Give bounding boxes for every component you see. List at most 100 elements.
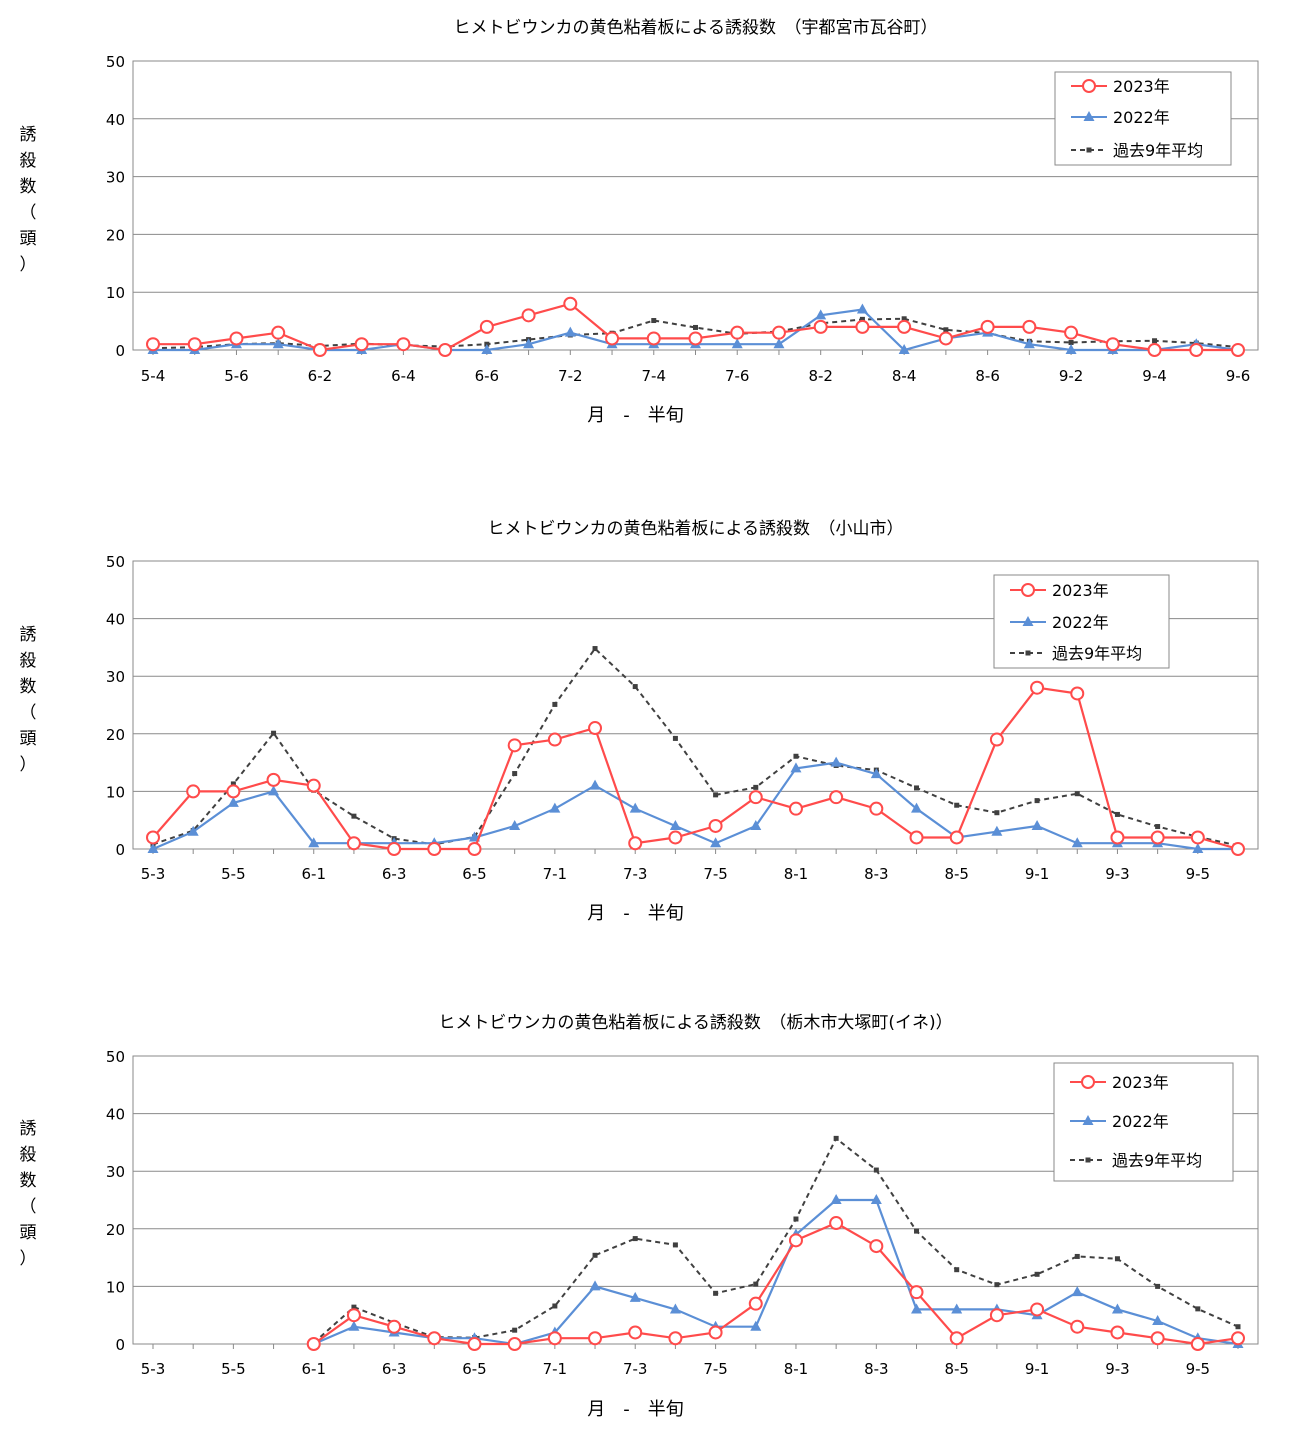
data-point (1074, 1253, 1080, 1259)
x-tick-label: 6-5 (462, 865, 487, 883)
data-point (1034, 798, 1040, 804)
data-point (589, 1280, 601, 1291)
data-point (509, 819, 521, 830)
data-point (1071, 1286, 1083, 1297)
data-point (438, 343, 453, 357)
y-tick-label: 20 (106, 726, 125, 744)
y-tick-label: 0 (115, 1336, 125, 1354)
chart-title: ヒメトビウンカの黄色粘着板による誘殺数 （小山市） (488, 519, 904, 539)
legend-label: 過去9年平均 (1113, 141, 1203, 160)
data-point (427, 842, 442, 856)
data-point (1068, 339, 1074, 345)
data-point (346, 1308, 361, 1323)
data-point (628, 1325, 643, 1340)
data-point (771, 325, 786, 340)
data-point (1030, 680, 1045, 695)
y-tick-label: 20 (106, 226, 125, 244)
data-point (870, 768, 882, 779)
data-point (1070, 686, 1085, 701)
legend-marker (1082, 79, 1096, 93)
data-point (1235, 1324, 1241, 1330)
data-point (901, 316, 907, 322)
legend-label: 2023年 (1112, 1073, 1169, 1092)
data-point (272, 338, 284, 349)
legend-marker (1085, 1157, 1091, 1163)
data-point (146, 337, 160, 352)
x-tick-label: 5-5 (221, 865, 246, 883)
data-point (651, 318, 657, 324)
data-point (547, 732, 562, 747)
data-point (813, 319, 828, 334)
data-point (870, 1194, 882, 1204)
series-line (152, 647, 1239, 847)
data-point (147, 843, 159, 853)
x-tick-label: 7-6 (725, 367, 750, 385)
data-point (748, 1296, 763, 1311)
data-point (788, 1233, 803, 1248)
data-point (669, 819, 681, 830)
x-tick-label: 6-3 (382, 865, 407, 883)
data-point (710, 837, 722, 848)
data-point (1074, 791, 1080, 797)
data-point (989, 1308, 1004, 1323)
data-point (563, 296, 578, 311)
legend-label: 2022年 (1052, 613, 1109, 632)
data-point (1064, 325, 1079, 340)
data-point (859, 316, 865, 322)
data-point (521, 308, 536, 323)
data-point (949, 1331, 964, 1346)
data-point (911, 802, 923, 813)
x-tick-label: 9-5 (1186, 1360, 1211, 1378)
x-tick-label: 8-5 (944, 1360, 969, 1378)
y-tick-label: 30 (106, 668, 125, 686)
y-tick-label: 20 (106, 1221, 125, 1239)
x-tick-label: 5-6 (224, 367, 249, 385)
y-tick-label: 30 (106, 169, 125, 187)
x-axis-label: 月 - 半旬 (587, 405, 684, 426)
data-point (467, 1337, 482, 1351)
x-tick-label: 8-3 (864, 1360, 889, 1378)
data-point (909, 1285, 924, 1300)
x-tick-label: 8-6 (975, 367, 1000, 385)
data-point (632, 684, 638, 690)
y-tick-label: 10 (106, 1278, 125, 1296)
x-tick-label: 8-3 (864, 865, 889, 883)
data-point (1114, 811, 1120, 817)
legend-marker (1025, 650, 1031, 656)
data-point (346, 836, 361, 851)
y-tick-label: 50 (106, 53, 125, 71)
y-axis-label: 誘殺数（頭） (20, 125, 37, 275)
x-tick-label: 9-2 (1059, 367, 1084, 385)
x-tick-label: 6-5 (462, 1360, 487, 1378)
legend-marker (1086, 147, 1092, 153)
data-point (186, 784, 201, 799)
data-point (479, 319, 494, 334)
data-point (829, 1216, 844, 1231)
data-point (271, 730, 277, 736)
y-tick-label: 40 (106, 111, 125, 129)
data-point (938, 331, 953, 346)
data-point (1071, 837, 1083, 848)
y-tick-label: 0 (115, 841, 125, 859)
y-tick-label: 40 (106, 611, 125, 629)
chart-2: ヒメトビウンカの黄色粘着板による誘殺数 （小山市） 0 10 20 30 40 50 5-3 5… (20, 519, 1259, 924)
data-point (1152, 338, 1158, 344)
data-point (229, 331, 244, 346)
x-tick-label: 8-1 (784, 1360, 809, 1378)
data-point (1022, 319, 1037, 334)
x-tick-label: 6-6 (475, 367, 500, 385)
data-point (306, 1337, 321, 1351)
data-point (873, 1167, 879, 1173)
data-point (1195, 1306, 1201, 1312)
data-point (552, 701, 558, 707)
data-point (306, 778, 321, 793)
data-point (790, 762, 802, 773)
legend-label: 2023年 (1113, 77, 1170, 96)
x-tick-label: 8-5 (944, 865, 969, 883)
data-point (672, 1242, 678, 1248)
data-point (507, 1337, 522, 1351)
data-point (1231, 1331, 1245, 1346)
data-point (187, 825, 199, 836)
x-tick-label: 9-3 (1105, 865, 1130, 883)
